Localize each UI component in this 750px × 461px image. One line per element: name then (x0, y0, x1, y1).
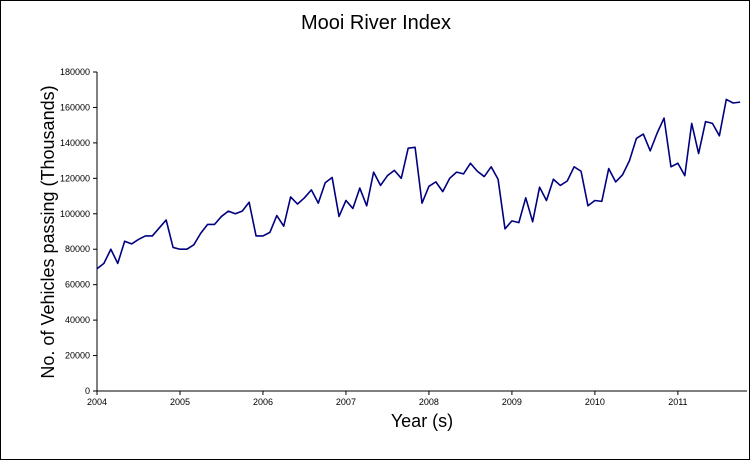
y-tick-label: 120000 (60, 173, 90, 183)
y-tick-label: 80000 (65, 244, 90, 254)
y-tick-label: 180000 (60, 67, 90, 77)
axes: 0 20000 40000 60000 80000 100000 120000 140000 1… (60, 67, 747, 407)
y-tick-label: 100000 (60, 209, 90, 219)
x-tick-label: 2005 (170, 397, 190, 407)
y-tick-label: 60000 (65, 280, 90, 290)
series-group (96, 98, 741, 270)
y-axis-title: No. of Vehicles passing (Thousands) (38, 85, 58, 378)
series-line (96, 98, 741, 270)
x-tick-label: 2011 (668, 397, 687, 407)
y-tick-label: 0 (85, 386, 90, 396)
x-tick-label: 2004 (87, 397, 107, 407)
y-tick-label: 160000 (60, 102, 90, 112)
x-tick-label: 2010 (585, 397, 605, 407)
x-axis-title: Year (s) (391, 411, 453, 431)
x-tick-label: 2009 (502, 397, 522, 407)
x-tick-label: 2008 (419, 397, 439, 407)
x-tick-label: 2007 (336, 397, 356, 407)
chart-title: Mooi River Index (301, 12, 451, 34)
x-tick-label: 2006 (253, 397, 273, 407)
y-tick-label: 140000 (60, 138, 90, 148)
y-tick-label: 40000 (65, 315, 90, 325)
y-tick-label: 20000 (65, 351, 90, 361)
